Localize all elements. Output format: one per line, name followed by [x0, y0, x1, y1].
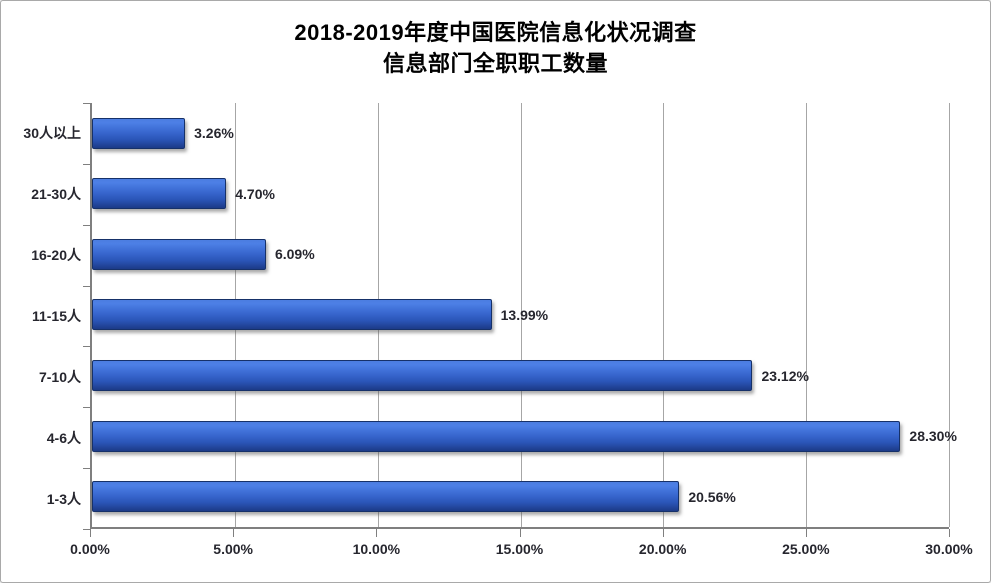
category-label-row: 1-3人 — [1, 468, 83, 529]
bar — [92, 420, 901, 452]
bar-value-label: 13.99% — [500, 306, 549, 323]
bar-value-label: 4.70% — [235, 185, 275, 202]
category-label-row: 30人以上 — [1, 103, 83, 164]
category-axis-tick — [83, 346, 90, 348]
value-axis-tick — [805, 529, 807, 537]
category-label: 16-20人 — [31, 247, 81, 264]
value-axis-tick — [376, 529, 378, 537]
category-label-row: 7-10人 — [1, 346, 83, 407]
bar — [92, 481, 680, 513]
bar-row: 28.30% — [92, 406, 957, 467]
bar-row: 20.56% — [92, 466, 949, 527]
category-label: 7-10人 — [38, 368, 81, 385]
value-axis-labels: 0.00% 5.00% 10.00% 15.00% 20.00% 25.00% 30.00% — [70, 541, 973, 561]
bar-row: 13.99% — [92, 285, 949, 346]
category-label: 1-3人 — [46, 490, 81, 507]
gridline — [806, 103, 808, 527]
bar-value-label: 20.56% — [688, 488, 736, 505]
bar-value-label: 3.26% — [194, 125, 234, 142]
bar-value-label: 28.30% — [909, 428, 957, 445]
category-label: 21-30人 — [31, 186, 81, 203]
category-axis-tick — [83, 529, 90, 530]
value-axis-tick — [949, 529, 950, 537]
bar-row: 23.12% — [92, 345, 949, 406]
category-axis-tick — [83, 163, 90, 165]
value-axis-label: 30.00% — [925, 541, 973, 557]
bar — [92, 117, 186, 149]
chart-title-line2: 信息部门全职职工数量 — [382, 51, 608, 76]
chart-title-line1: 2018-2019年度中国医院信息化状况调查 — [294, 20, 697, 45]
value-axis-label: 20.00% — [638, 541, 687, 557]
category-axis-tick — [83, 285, 90, 287]
category-label-row: 21-30人 — [1, 164, 83, 225]
category-axis-tick — [83, 407, 90, 409]
bar-row: 3.26% — [92, 103, 949, 164]
value-axis-label: 25.00% — [782, 541, 830, 557]
plot-area: 3.26% 4.70% 6.09% 13.99% 23.12% 28.30% 20.56% — [90, 103, 957, 529]
bar-value-label: 6.09% — [274, 246, 315, 263]
value-axis-label: 10.00% — [352, 541, 401, 557]
bar — [92, 360, 753, 392]
value-axis-ticks — [90, 529, 950, 537]
value-axis-tick — [519, 529, 521, 537]
gridline — [949, 103, 950, 527]
category-label: 11-15人 — [31, 307, 81, 324]
value-axis-label: 5.00% — [213, 541, 254, 557]
category-axis-labels: 30人以上 21-30人 16-20人 11-15人 7-10人 4-6人 1-3人 — [1, 103, 83, 529]
bar-row: 4.70% — [92, 164, 949, 225]
category-axis-tick — [83, 103, 90, 104]
category-label-row: 16-20人 — [1, 225, 83, 286]
bar-row: 6.09% — [92, 224, 949, 285]
bar — [92, 299, 492, 331]
value-axis-tick — [90, 529, 91, 537]
category-axis-tick — [83, 468, 90, 470]
value-axis-label: 0.00% — [70, 541, 110, 557]
category-label: 30人以上 — [23, 125, 81, 142]
gridline — [520, 103, 522, 527]
chart-title: 2018-2019年度中国医院信息化状况调查 信息部门全职职工数量 — [1, 17, 990, 79]
gridline — [663, 103, 665, 527]
bar — [92, 238, 266, 270]
category-label-row: 11-15人 — [1, 286, 83, 347]
value-axis-label: 15.00% — [495, 541, 544, 557]
category-label-row: 4-6人 — [1, 407, 83, 468]
bar — [92, 178, 227, 210]
category-axis-ticks — [83, 103, 90, 531]
value-axis-tick — [662, 529, 664, 537]
bar-value-label: 23.12% — [761, 367, 809, 384]
category-axis-tick — [83, 224, 90, 226]
category-label: 4-6人 — [46, 429, 81, 446]
value-axis-tick — [233, 529, 235, 537]
